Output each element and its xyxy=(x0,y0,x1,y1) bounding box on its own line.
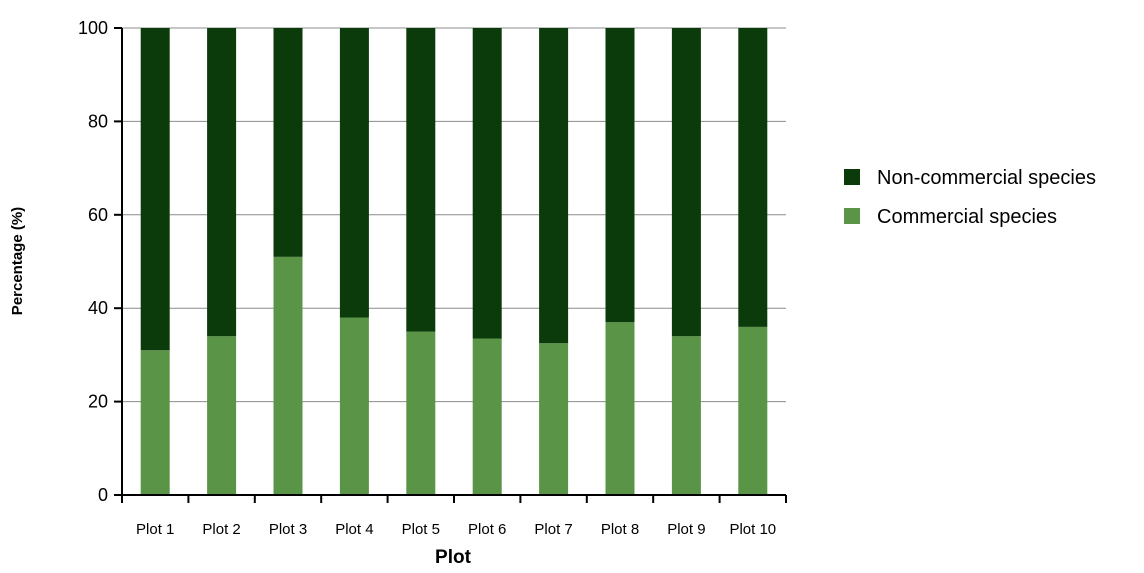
x-tick-label: Plot 8 xyxy=(601,521,639,538)
bar-non-commercial-species-1 xyxy=(140,28,170,351)
y-tick-label: 40 xyxy=(88,298,108,318)
x-tick-label: Plot 10 xyxy=(729,521,776,538)
legend-label: Commercial species xyxy=(877,206,1057,228)
x-tick-label: Plot 6 xyxy=(468,521,506,538)
bar-non-commercial-species-9 xyxy=(671,28,701,337)
bars xyxy=(140,28,768,495)
bar-commercial-species-1 xyxy=(140,350,170,495)
x-tick-label: Plot 2 xyxy=(202,521,240,538)
bar-non-commercial-species-4 xyxy=(339,28,369,318)
bar-non-commercial-species-5 xyxy=(406,28,436,332)
x-tick-label: Plot 5 xyxy=(402,521,440,538)
bar-non-commercial-species-2 xyxy=(207,28,237,337)
y-tick-label: 20 xyxy=(88,392,108,412)
legend-swatch xyxy=(844,208,860,224)
y-tick-label: 80 xyxy=(88,111,108,131)
bar-commercial-species-10 xyxy=(738,326,768,495)
bar-commercial-species-2 xyxy=(207,336,237,495)
legend-label: Non-commercial species xyxy=(877,167,1096,189)
x-axis-title: Plot xyxy=(435,547,472,568)
x-tick-label: Plot 3 xyxy=(269,521,307,538)
bar-non-commercial-species-7 xyxy=(539,28,569,344)
y-tick-label: 60 xyxy=(88,205,108,225)
bar-commercial-species-7 xyxy=(539,343,569,495)
bar-commercial-species-5 xyxy=(406,331,436,495)
bar-non-commercial-species-6 xyxy=(472,28,502,339)
bar-commercial-species-6 xyxy=(472,338,502,495)
tick-labels: Plot 1 Plot 2 Plot 3 Plot 4 Plot 5 Plot 6 Plot… xyxy=(78,18,776,538)
bar-non-commercial-species-3 xyxy=(273,28,303,257)
bar-commercial-species-4 xyxy=(339,317,369,495)
bar-commercial-species-3 xyxy=(273,256,303,495)
y-tick-label: 0 xyxy=(98,485,108,505)
bar-non-commercial-species-8 xyxy=(605,28,635,323)
x-tick-label: Plot 7 xyxy=(534,521,572,538)
y-axis-title: Percentage (%) xyxy=(9,207,26,315)
legend-swatch xyxy=(844,169,860,185)
legend: Non-commercial species Commercial species xyxy=(844,167,1096,228)
bar-commercial-species-8 xyxy=(605,322,635,495)
x-tick-label: Plot 9 xyxy=(667,521,705,538)
axes xyxy=(114,27,787,503)
x-tick-label: Plot 4 xyxy=(335,521,373,538)
bar-commercial-species-9 xyxy=(671,336,701,495)
y-tick-label: 100 xyxy=(78,18,108,38)
bar-non-commercial-species-10 xyxy=(738,28,768,327)
x-tick-label: Plot 1 xyxy=(136,521,174,538)
